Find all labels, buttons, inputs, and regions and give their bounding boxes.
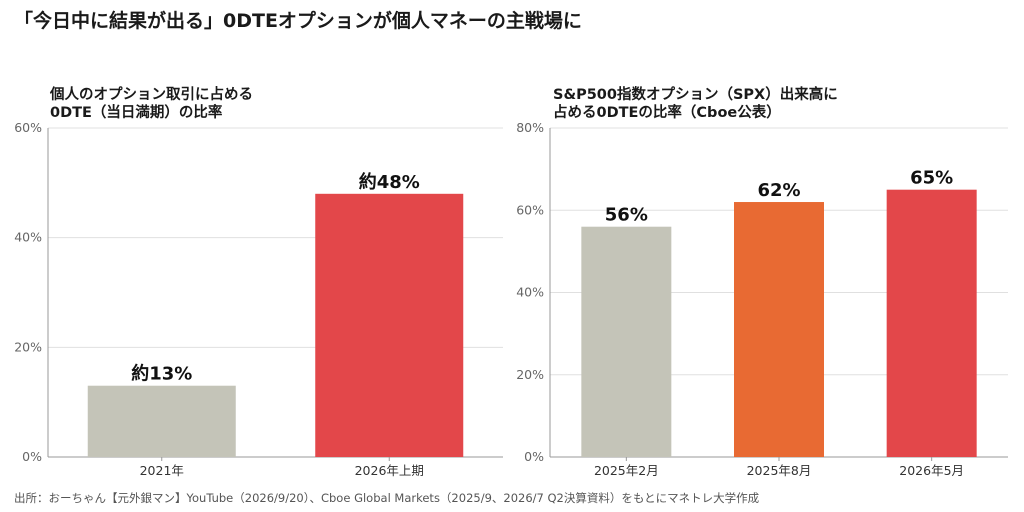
left-ytick-label: 20% xyxy=(14,339,42,354)
right-ytick-label: 20% xyxy=(516,367,544,382)
left-chart-title-line-1: 個人のオプション取引に占める xyxy=(50,87,253,103)
page-title: 「今日中に結果が出る」0DTEオプションが個人マネーの主戦場に xyxy=(14,10,582,32)
right-bar xyxy=(734,202,824,457)
right-ytick-label: 80% xyxy=(516,120,544,135)
left-data-label: 約48% xyxy=(359,171,420,193)
right-data-label: 62% xyxy=(757,180,800,201)
right-category-label: 2025年2月 xyxy=(594,463,659,478)
right-ytick-label: 0% xyxy=(524,449,544,464)
right-ytick-label: 40% xyxy=(516,285,544,300)
right-ytick-label: 60% xyxy=(516,202,544,217)
right-chart-title-line-2: 占める0DTEの比率（Cboe公表） xyxy=(553,105,781,121)
left-data-label: 約13% xyxy=(131,363,192,385)
left-ytick-label: 60% xyxy=(14,120,42,135)
left-ytick-label: 40% xyxy=(14,230,42,245)
left-bar xyxy=(315,193,464,458)
right-chart-title: S&P500指数オプション（SPX）出来高に 占める0DTEの比率（Cboe公表… xyxy=(553,86,838,122)
right-category-label: 2026年5月 xyxy=(899,463,964,478)
left-ytick-label: 0% xyxy=(22,449,42,464)
left-bar xyxy=(87,385,236,457)
left-category-label: 2026年上期 xyxy=(355,463,424,478)
left-chart-title-line-2: 0DTE（当日満期）の比率 xyxy=(50,105,223,121)
right-chart-title-line-1: S&P500指数オプション（SPX）出来高に xyxy=(553,87,838,103)
right-data-label: 56% xyxy=(605,205,648,226)
right-bar xyxy=(886,189,977,457)
right-data-label: 65% xyxy=(910,168,953,189)
right-category-label: 2025年8月 xyxy=(747,463,812,478)
source-note: 出所：おーちゃん【元外銀マン】YouTube（2026/9/20）、Cboe G… xyxy=(14,491,760,505)
left-chart-title: 個人のオプション取引に占める 0DTE（当日満期）の比率 xyxy=(50,86,253,122)
left-category-label: 2021年 xyxy=(140,463,184,478)
right-bar xyxy=(581,226,672,457)
